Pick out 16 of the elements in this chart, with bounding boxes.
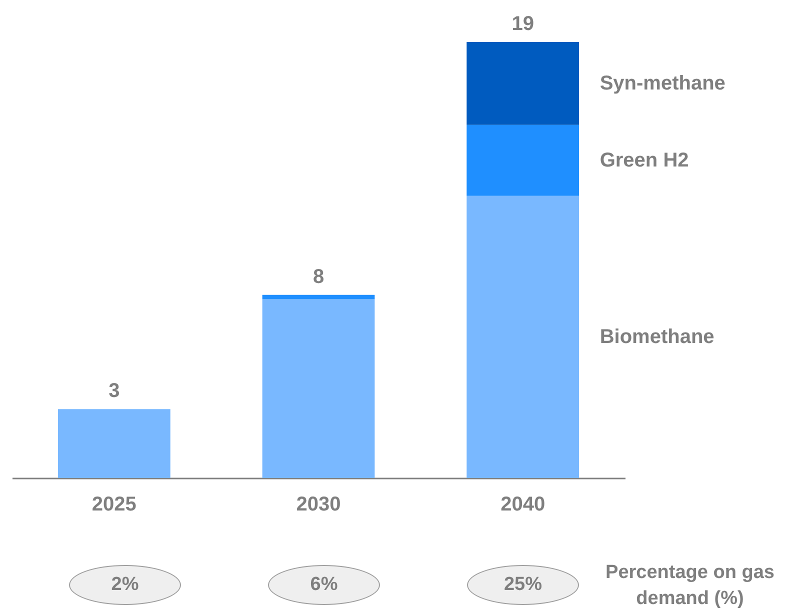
series-label: Biomethane	[600, 326, 714, 348]
bar	[58, 409, 170, 478]
bar	[466, 124, 580, 196]
series-label: Syn-methane	[600, 72, 726, 94]
text: Percentage on gas demand (%)	[605, 561, 775, 611]
bar	[262, 299, 375, 478]
series-label: Green H2	[600, 149, 689, 172]
bar	[466, 196, 580, 478]
x-tick-label: 2040	[500, 494, 546, 516]
annotation: 3	[108, 380, 120, 402]
annotation: 19	[512, 13, 534, 35]
annotation: 8	[312, 266, 324, 288]
x-tick-label: 2025	[92, 494, 136, 516]
bar	[262, 294, 375, 300]
x-tick-label: 2030	[296, 494, 341, 516]
bar	[466, 42, 580, 125]
